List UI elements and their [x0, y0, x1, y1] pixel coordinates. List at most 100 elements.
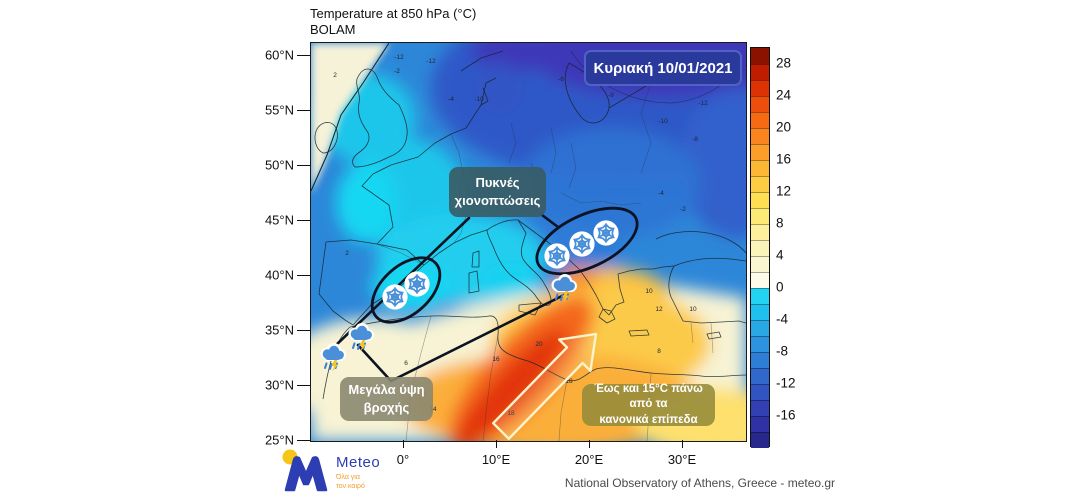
- colorbar-tick-label: 28: [776, 55, 792, 71]
- lat-tick-label: 50°N: [264, 157, 294, 173]
- lat-tick-mark: [297, 165, 310, 166]
- colorbar-segment: [751, 352, 769, 368]
- attribution-footer: National Observatory of Athens, Greece -…: [564, 476, 836, 490]
- colorbar-segment: [751, 48, 769, 64]
- warm-callout-line2: κανονικά επίπεδα: [599, 413, 698, 426]
- contour-value: -12: [426, 58, 436, 65]
- snowflake-icon: [544, 243, 569, 268]
- colorbar-tick-label: 12: [776, 183, 792, 199]
- colorbar-tick-label: -4: [776, 311, 789, 327]
- snow-zone-ellipse-west: [370, 256, 442, 324]
- snowflake-icon: [593, 220, 618, 245]
- snow-callout-line1: Πυκνές: [475, 175, 520, 191]
- lon-tick-mark: [682, 440, 683, 448]
- temperature-colorbar: [750, 47, 770, 448]
- snow-callout-line2: χιονοπτώσεις: [454, 193, 541, 208]
- colorbar-tick-label: 4: [776, 247, 784, 263]
- atlantic-warm-wedge: [311, 43, 389, 193]
- snowflake-icon: [382, 284, 407, 309]
- colorbar-segment: [751, 208, 769, 224]
- title-line2: BOLAM: [310, 22, 356, 38]
- contour-value: 20: [535, 341, 543, 348]
- contour-value: -12: [698, 100, 708, 107]
- lon-tick-label: 30°E: [667, 452, 697, 467]
- chart-title: Temperature at 850 hPa (°C) BOLAM: [310, 6, 476, 39]
- colorbar-segment: [751, 112, 769, 128]
- colorbar-tick-label: 20: [776, 119, 792, 135]
- colorbar-segment: [751, 336, 769, 352]
- contour-value: -2: [680, 206, 686, 213]
- colorbar-tick-label: 16: [776, 151, 792, 167]
- colorbar-tick-label: 8: [776, 215, 784, 231]
- lon-tick-label: 0°: [396, 452, 410, 467]
- contour-value: -12: [394, 54, 404, 61]
- colorbar-segment: [751, 96, 769, 112]
- contour-value: 12: [655, 306, 663, 313]
- contour-value: 16: [492, 356, 500, 363]
- contour-value: -4: [448, 96, 454, 103]
- contour-value: -8: [692, 136, 698, 143]
- contour-value: -10: [658, 118, 668, 125]
- rain-callout-line2: βροχής: [363, 400, 410, 415]
- colorbar-segment: [751, 400, 769, 416]
- lat-tick-label: 25°N: [264, 432, 294, 448]
- contour-value: -6: [558, 76, 564, 83]
- lon-tick-mark: [496, 440, 497, 448]
- colorbar-tick-label: -12: [776, 375, 796, 391]
- lat-tick-mark: [297, 385, 310, 386]
- lat-tick-label: 55°N: [264, 102, 294, 118]
- contour-value: 2: [345, 250, 349, 257]
- colorbar-segment: [751, 272, 769, 288]
- colorbar-segment: [751, 80, 769, 96]
- rain-callout: Μεγάλα ύψη βροχής: [340, 377, 433, 421]
- lon-tick-mark: [403, 440, 404, 448]
- contour-value: -8: [608, 92, 614, 99]
- lat-tick-label: 45°N: [264, 212, 294, 228]
- snow-zone-ellipse-east: [535, 206, 639, 276]
- colorbar-segment: [751, 320, 769, 336]
- warm-advection-arrow: [491, 332, 598, 440]
- colorbar-tick-label: -8: [776, 343, 789, 359]
- colorbar-segment: [751, 256, 769, 272]
- colorbar-segment: [751, 160, 769, 176]
- colorbar-tick-label: 0: [776, 279, 784, 295]
- lat-tick-label: 60°N: [264, 47, 294, 63]
- colorbar-segment: [751, 304, 769, 320]
- lat-tick-label: 40°N: [264, 267, 294, 283]
- logo-tagline: Όλα για τον καιρό: [336, 473, 380, 491]
- colorbar-segment: [751, 384, 769, 400]
- colorbar-tick-label: 24: [776, 87, 792, 103]
- colorbar-segment: [751, 64, 769, 80]
- rain-callout-line1: Μεγάλα ύψη: [348, 382, 425, 398]
- snowflake-icon: [569, 231, 594, 256]
- logo-tagline-line2: τον καιρό: [336, 483, 365, 491]
- meteo-logo: Meteo Όλα για τον καιρό: [280, 448, 380, 494]
- lat-tick-mark: [297, 440, 310, 441]
- warm-anomaly-callout: Έως και 15°C πάνω από τα κανονικά επίπεδ…: [582, 382, 715, 426]
- m-letter-icon: [284, 456, 328, 492]
- colorbar-segment: [751, 288, 769, 304]
- title-line1: Temperature at 850 hPa (°C): [310, 6, 477, 21]
- colorbar-segment: [751, 432, 769, 448]
- lat-tick-mark: [297, 330, 310, 331]
- date-badge: Κυριακή 10/01/2021: [584, 50, 742, 86]
- lat-tick-mark: [297, 55, 310, 56]
- annotation-lines: [332, 213, 566, 383]
- colorbar-segment: [751, 192, 769, 208]
- contour-value: 18: [565, 378, 573, 385]
- lon-tick-mark: [589, 440, 590, 448]
- logo-text: Meteo Όλα για τον καιρό: [336, 448, 380, 491]
- warm-callout-line1: Έως και 15°C πάνω από τα: [594, 382, 703, 411]
- contour-value-labels: 2-12-2-4-6-8-10-12-8-12-10-4-22468101214…: [333, 54, 708, 417]
- contour-value: -4: [658, 190, 664, 197]
- contour-value: 6: [404, 360, 408, 367]
- lat-tick-mark: [297, 110, 310, 111]
- contour-value: 10: [645, 288, 653, 295]
- contour-value: 8: [657, 348, 661, 355]
- contour-value: 14: [429, 406, 437, 413]
- colorbar-segment: [751, 176, 769, 192]
- lat-tick-label: 35°N: [264, 322, 294, 338]
- contour-value: -10: [474, 96, 484, 103]
- meteo-logo-mark: [282, 449, 328, 492]
